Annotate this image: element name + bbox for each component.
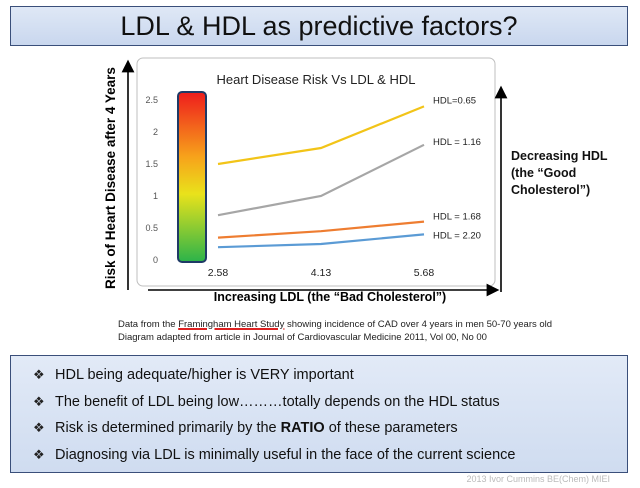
bullets-box: ❖ HDL being adequate/higher is VERY impor… [10,355,628,473]
source-text: Data from the [118,319,179,330]
bullet-text: Risk is determined primarily by the [55,420,281,436]
side-note-line: (the “Good [511,166,577,180]
diamond-bullet-icon: ❖ [33,446,45,462]
bullet-text: of these parameters [324,420,458,436]
bullet-text: The benefit of LDL being low………totally d… [55,393,500,410]
bullet-text: HDL being adequate/higher is VERY import… [55,367,354,383]
x-tick-label: 2.58 [208,267,229,279]
chart-title: Heart Disease Risk Vs LDL & HDL [217,72,416,87]
bullet-text: Diagnosing via LDL is minimally useful i… [55,446,516,463]
framingham-link-text: Framingham Heart Study [178,319,285,330]
series-label: HDL = 1.68 [433,212,481,223]
side-note-line: Decreasing HDL [511,149,608,163]
series-label: HDL = 2.20 [433,230,481,241]
y-tick-label: 0 [153,255,158,265]
series-line [217,105,425,166]
risk-gradient-bar [177,91,207,263]
y-tick-label: 1.5 [145,159,158,169]
y-tick-label: 2.5 [145,95,158,105]
y-tick-label: 2 [153,127,158,137]
slide-title: LDL & HDL as predictive factors? [10,6,628,46]
bullet-item: ❖ HDL being adequate/higher is VERY impor… [33,362,627,389]
series-label: HDL=0.65 [433,95,476,106]
copyright: 2013 Ivor Cummins BE(Chem) MIEI [466,474,610,484]
series-line [217,220,425,239]
bullet-item: ❖ The benefit of LDL being low………totally … [33,389,627,416]
bullet-item: ❖ Risk is determined primarily by the RAT… [33,415,627,442]
series-label: HDL = 1.16 [433,137,481,148]
x-tick-label: 4.13 [311,267,332,279]
source-note: Data from the Framingham Heart Study sho… [118,318,618,344]
bullet-item: ❖ Diagnosing via LDL is minimally useful … [33,442,627,469]
side-note-line: Cholesterol”) [511,183,591,197]
diamond-bullet-icon: ❖ [33,393,45,409]
source-text: Diagram adapted from article in Journal … [118,332,487,343]
x-tick-label: 5.68 [414,267,435,279]
side-note: Decreasing HDL (the “Good Cholesterol”) [511,148,631,199]
diamond-bullet-icon: ❖ [33,420,45,435]
bullet-bold-text: RATIO [280,420,325,436]
series-line [217,143,425,217]
y-tick-label: 0.5 [145,223,158,233]
source-text: showing incidence of CAD over 4 years in… [284,319,553,330]
x-axis-title: Increasing LDL (the “Bad Cholesterol”) [213,290,447,304]
diamond-bullet-icon: ❖ [33,367,45,382]
y-tick-label: 1 [153,191,158,201]
series-line [217,233,425,249]
